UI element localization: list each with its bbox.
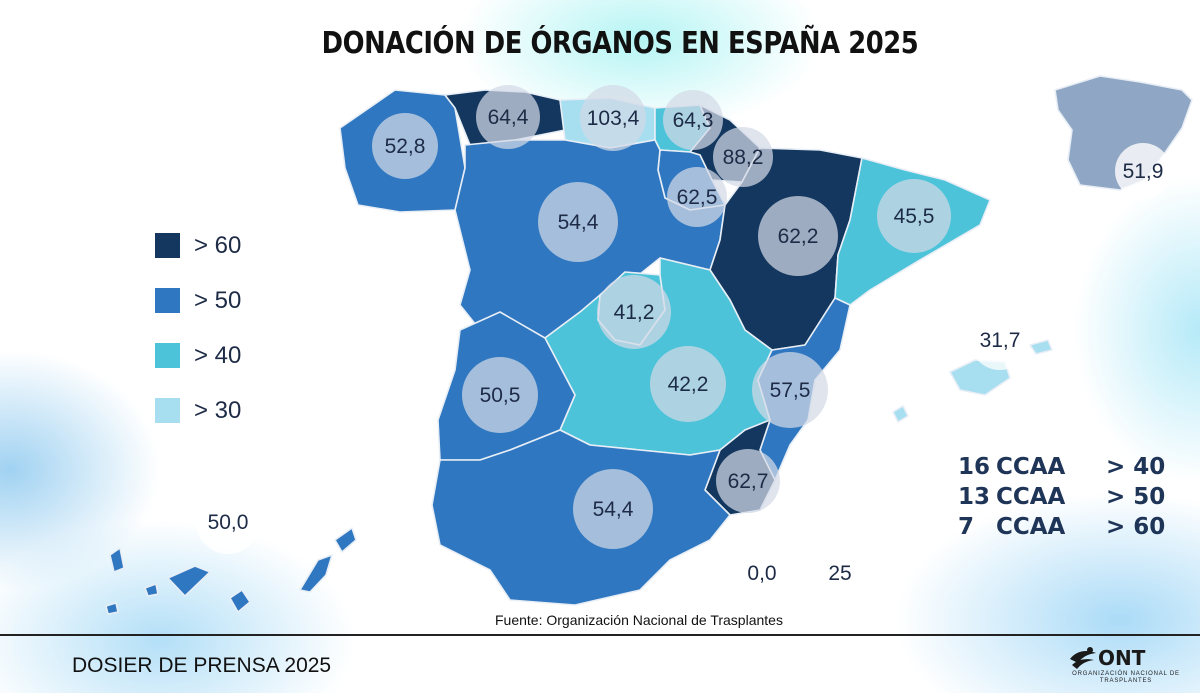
value-cantabria: 103,4 [587,107,640,130]
legend-label: > 30 [194,396,242,424]
bubble-pais-vasco: 64,3 [663,90,723,150]
bubble-baleares: 31,7 [970,310,1030,370]
legend-label: > 50 [194,286,242,314]
value-galicia: 52,8 [385,135,426,158]
value-la-rioja: 62,5 [677,186,718,209]
legend: > 60 > 50 > 40 > 30 [155,218,241,438]
ccaa-summary: 16 CCAA > 40 13 CCAA > 50 7 CCAA > 60 [958,452,1165,542]
value-asturias: 64,4 [488,106,529,129]
value-castilla-leon: 54,4 [558,211,599,234]
bubble-castilla-la-mancha: 42,2 [650,346,726,422]
value-murcia: 62,7 [728,470,769,493]
bubble-murcia: 62,7 [716,449,780,513]
region-baleares-ibiza[interactable] [892,405,909,423]
logo-name: ONT [1098,646,1146,670]
summary-label: CCAA [996,484,1066,510]
legend-item: > 30 [155,383,241,438]
bubble-aragon: 62,2 [758,196,838,276]
bubble-cataluna: 45,5 [877,179,951,253]
bubble-galicia: 52,8 [372,113,438,179]
value-castilla-la-mancha: 42,2 [668,373,709,396]
summary-count: 16 [958,454,991,480]
summary-threshold: > 60 [1106,514,1166,540]
bubble-espana: 51,9 [1115,143,1171,199]
value-espana: 51,9 [1123,160,1164,183]
legend-item: > 50 [155,273,241,328]
legend-swatch [155,343,180,368]
summary-threshold: > 50 [1106,484,1166,510]
bubble-asturias: 64,4 [476,85,540,149]
legend-item: > 40 [155,328,241,383]
bubble-canarias: 50,0 [196,490,260,554]
bubble-cantabria: 103,4 [580,85,646,151]
summary-threshold: > 40 [1106,454,1166,480]
bubble-valencia: 57,5 [752,352,828,428]
ont-logo[interactable]: ONT ORGANIZACIÓN NACIONAL DE TRASPLANTES [1066,641,1186,689]
summary-label: CCAA [996,454,1066,480]
summary-row: 16 CCAA > 40 [958,452,1165,482]
value-melilla: 25 [828,562,851,585]
source-note: Fuente: Organización Nacional de Traspla… [495,612,783,628]
bubble-castilla-leon: 54,4 [538,182,618,262]
region-canarias-lanzarote[interactable] [334,527,357,553]
bubble-la-rioja: 62,5 [667,167,727,227]
value-pais-vasco: 64,3 [673,109,714,132]
region-canarias-tenerife[interactable] [167,565,211,597]
value-extremadura: 50,5 [480,384,521,407]
bubble-extremadura: 50,5 [462,357,538,433]
legend-swatch [155,233,180,258]
legend-swatch [155,288,180,313]
legend-label: > 40 [194,341,242,369]
value-cataluna: 45,5 [894,205,935,228]
summary-row: 7 CCAA > 60 [958,512,1165,542]
logo-subtitle: ORGANIZACIÓN NACIONAL DE TRASPLANTES [1072,671,1180,684]
legend-item: > 60 [155,218,241,273]
value-ceuta: 0,0 [747,562,776,585]
region-canarias-gomera[interactable] [144,583,159,597]
value-baleares: 31,7 [980,329,1021,352]
value-valencia: 57,5 [770,379,811,402]
region-canarias-la-palma[interactable] [109,547,125,573]
summary-count: 13 [958,484,991,510]
value-navarra: 88,2 [723,146,764,169]
bubble-navarra: 88,2 [713,127,773,187]
legend-swatch [155,398,180,423]
value-canarias: 50,0 [208,511,249,534]
ont-logo-icon [1070,647,1096,669]
value-aragon: 62,2 [778,225,819,248]
region-canarias-gran-canaria[interactable] [229,589,251,613]
map-title: DONACIÓN DE ÓRGANOS EN ESPAÑA 2025 [321,26,919,61]
bubble-andalucia: 54,4 [573,469,653,549]
footer-title: DOSIER DE PRENSA 2025 [72,654,332,677]
summary-count: 7 [958,514,975,540]
summary-row: 13 CCAA > 50 [958,482,1165,512]
region-baleares-menorca[interactable] [1029,339,1053,355]
legend-label: > 60 [194,231,242,259]
value-andalucia: 54,4 [593,498,634,521]
footer-divider [0,634,1200,636]
value-madrid: 41,2 [614,301,655,324]
region-canarias-el-hierro[interactable] [105,602,119,615]
summary-label: CCAA [996,514,1066,540]
region-canarias-fuerteventura[interactable] [299,554,333,593]
bubble-madrid: 41,2 [597,275,671,349]
